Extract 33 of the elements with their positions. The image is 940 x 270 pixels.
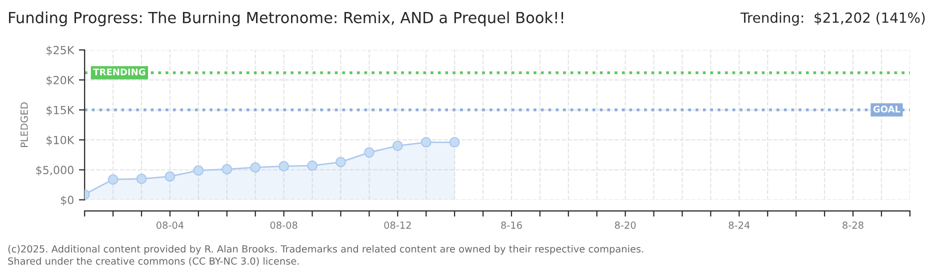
point	[164, 171, 176, 182]
chart-subtitle: Trending: $21,202 (141%)	[740, 12, 925, 26]
point	[193, 165, 204, 176]
text: Shared under the creative commons (CC BY-NC 3.0) license.	[8, 257, 299, 266]
x-tick-label: 8-20	[614, 222, 636, 229]
x-tick-label: 08-08	[270, 222, 298, 229]
y-tick-label: $15K	[46, 106, 74, 116]
text: (c)2025. Additional content provided by R. Alan Brooks. Trademarks and related content are owned by their respective companies.	[8, 245, 644, 254]
point	[420, 137, 432, 148]
x-tick-label: 08-12	[384, 222, 411, 229]
point	[250, 162, 261, 173]
point	[108, 174, 118, 185]
point	[364, 147, 374, 158]
x-tick-label: 08-04	[156, 222, 184, 229]
point	[278, 161, 290, 172]
y-axis-title: PLEDGED	[20, 102, 28, 147]
x-tick-label: 8-16	[501, 222, 522, 229]
y-tick-label: $10K	[46, 136, 74, 146]
x-tick-label: 8-28	[842, 222, 864, 229]
chart-title: Funding Progress: The Burning Metronome: Remix, AND a Prequel Book!!	[9, 12, 564, 26]
x-tick-label: 8-24	[728, 222, 750, 229]
point	[222, 164, 232, 174]
y-tick-label: $5,000	[36, 166, 74, 176]
ref-line-label: GOAL	[873, 106, 900, 113]
point	[307, 160, 318, 171]
y-tick-label: $20K	[46, 76, 74, 86]
point	[392, 140, 403, 152]
ref-line-label: TRENDING	[93, 68, 146, 76]
point	[449, 137, 460, 148]
point	[336, 156, 346, 168]
y-tick-label: $0	[60, 196, 74, 206]
point	[136, 174, 147, 184]
y-tick-label: $25K	[46, 46, 74, 56]
